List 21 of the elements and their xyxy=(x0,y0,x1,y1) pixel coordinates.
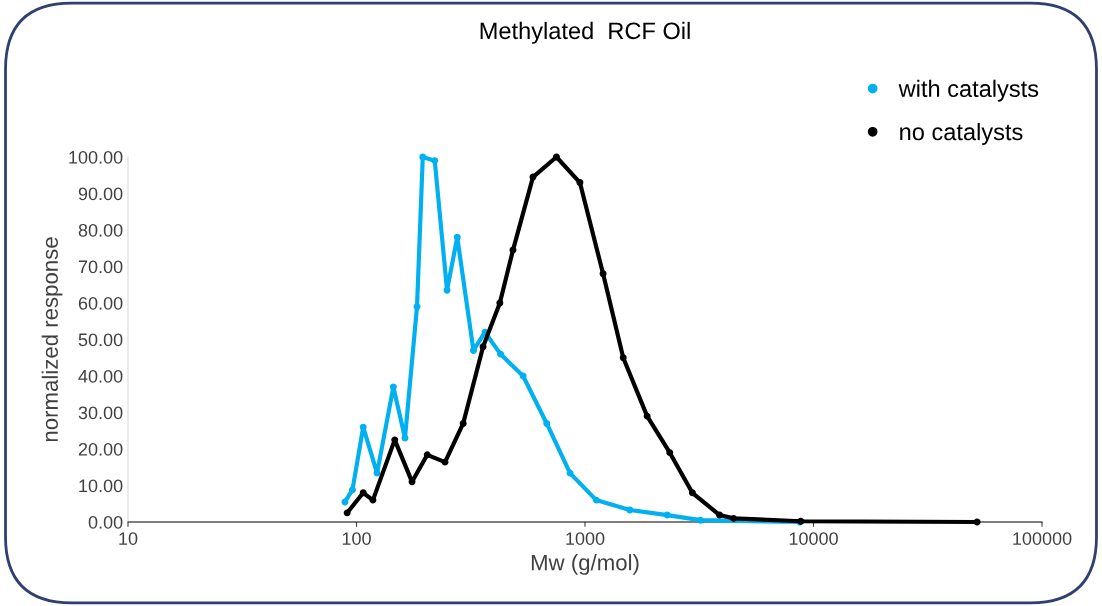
y-tick-label: 20.00 xyxy=(78,442,123,456)
y-tick-label: 40.00 xyxy=(78,369,123,383)
y-tick-label: 0.00 xyxy=(88,515,123,529)
y-axis-title: normalized response xyxy=(41,237,63,442)
x-tick-label: 10000 xyxy=(789,532,838,545)
y-tick-label: 80.00 xyxy=(78,223,123,237)
x-tick-label: 1000 xyxy=(566,532,605,545)
y-tick-label: 70.00 xyxy=(78,260,123,274)
x-tick-label: 100 xyxy=(342,532,371,545)
x-tick-label: 10 xyxy=(119,532,138,545)
chart-title: Methylated RCF Oil xyxy=(480,21,690,44)
y-tick-label: 60.00 xyxy=(78,296,123,310)
x-tick-label: 100000 xyxy=(1013,532,1072,545)
y-tick-label: 90.00 xyxy=(78,187,123,201)
y-tick-label: 100.00 xyxy=(69,150,123,164)
y-tick-label: 10.00 xyxy=(79,479,123,493)
legend-label: with catalysts xyxy=(898,79,1039,102)
x-axis-title: Mw (g/mol) xyxy=(531,554,639,575)
y-tick-label: 30.00 xyxy=(78,406,123,420)
legend-label: no catalysts xyxy=(900,122,1023,145)
y-tick-label: 50.00 xyxy=(78,333,123,347)
